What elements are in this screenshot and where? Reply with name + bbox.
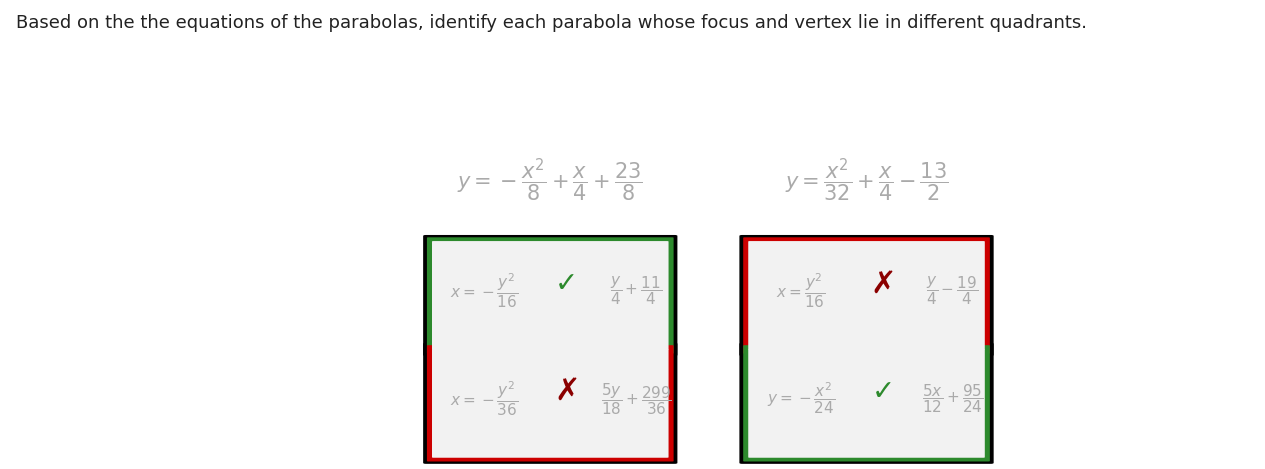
Text: Based on the the equations of the parabolas, identify each parabola whose focus : Based on the the equations of the parabo…: [16, 14, 1088, 32]
Text: $\dfrac{y}{4} - \dfrac{19}{4}$: $\dfrac{y}{4} - \dfrac{19}{4}$: [926, 274, 979, 307]
Text: $x = -\dfrac{y^2}{16}$: $x = -\dfrac{y^2}{16}$: [450, 272, 519, 310]
FancyBboxPatch shape: [423, 235, 678, 356]
Text: $\dfrac{5y}{18} + \dfrac{299}{36}$: $\dfrac{5y}{18} + \dfrac{299}{36}$: [601, 381, 672, 416]
FancyBboxPatch shape: [739, 343, 994, 464]
FancyBboxPatch shape: [739, 235, 994, 356]
Text: ✓: ✓: [555, 270, 578, 298]
FancyBboxPatch shape: [428, 237, 673, 354]
FancyBboxPatch shape: [428, 345, 673, 461]
Text: $x = -\dfrac{y^2}{36}$: $x = -\dfrac{y^2}{36}$: [450, 379, 519, 418]
FancyBboxPatch shape: [749, 349, 984, 458]
Text: $y = -\dfrac{x^2}{24}$: $y = -\dfrac{x^2}{24}$: [767, 381, 835, 416]
FancyBboxPatch shape: [433, 349, 668, 458]
Text: $y =-\dfrac{x^2}{8}+\dfrac{x}{4}+\dfrac{23}{8}$: $y =-\dfrac{x^2}{8}+\dfrac{x}{4}+\dfrac{…: [458, 157, 643, 204]
FancyBboxPatch shape: [423, 343, 678, 464]
FancyBboxPatch shape: [433, 241, 668, 350]
Text: $x = \dfrac{y^2}{16}$: $x = \dfrac{y^2}{16}$: [775, 272, 826, 310]
FancyBboxPatch shape: [744, 237, 989, 354]
FancyBboxPatch shape: [744, 345, 989, 461]
Text: ✗: ✗: [870, 269, 896, 298]
Text: $\dfrac{y}{4} + \dfrac{11}{4}$: $\dfrac{y}{4} + \dfrac{11}{4}$: [610, 274, 663, 307]
Text: ✓: ✓: [872, 378, 894, 406]
Text: $y =\dfrac{x^2}{32}+\dfrac{x}{4}-\dfrac{13}{2}$: $y =\dfrac{x^2}{32}+\dfrac{x}{4}-\dfrac{…: [784, 157, 949, 204]
FancyBboxPatch shape: [749, 241, 984, 350]
Text: $\dfrac{5x}{12} + \dfrac{95}{24}$: $\dfrac{5x}{12} + \dfrac{95}{24}$: [922, 382, 983, 415]
Text: ✗: ✗: [554, 377, 579, 406]
